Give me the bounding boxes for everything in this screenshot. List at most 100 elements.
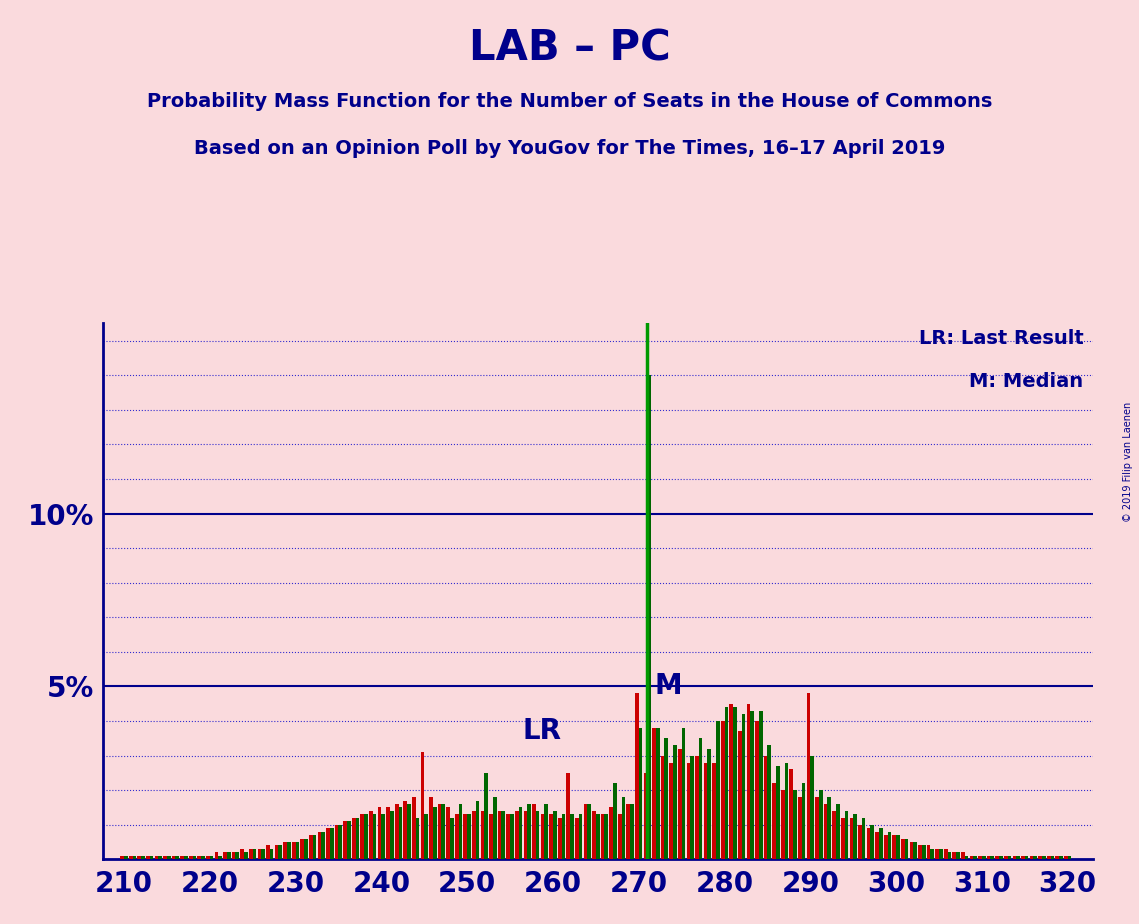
Bar: [913, 842, 917, 859]
Bar: [690, 756, 694, 859]
Bar: [798, 797, 802, 859]
Bar: [850, 818, 853, 859]
Bar: [515, 811, 518, 859]
Bar: [464, 814, 467, 859]
Bar: [295, 842, 300, 859]
Bar: [695, 756, 699, 859]
Bar: [939, 849, 943, 859]
Bar: [347, 821, 351, 859]
Bar: [257, 849, 261, 859]
Bar: [974, 856, 977, 859]
Bar: [904, 839, 909, 859]
Bar: [1067, 856, 1072, 859]
Bar: [901, 839, 904, 859]
Bar: [301, 839, 304, 859]
Bar: [918, 845, 921, 859]
Bar: [600, 814, 605, 859]
Bar: [588, 804, 591, 859]
Bar: [372, 814, 377, 859]
Bar: [729, 704, 734, 859]
Bar: [605, 814, 608, 859]
Bar: [827, 797, 831, 859]
Bar: [833, 811, 836, 859]
Bar: [575, 818, 579, 859]
Bar: [378, 808, 382, 859]
Bar: [467, 814, 470, 859]
Bar: [219, 856, 222, 859]
Bar: [927, 845, 931, 859]
Bar: [664, 738, 669, 859]
Bar: [253, 849, 256, 859]
Bar: [313, 835, 317, 859]
Bar: [617, 814, 622, 859]
Bar: [330, 828, 334, 859]
Bar: [661, 756, 664, 859]
Bar: [596, 814, 599, 859]
Bar: [707, 748, 711, 859]
Bar: [527, 804, 531, 859]
Bar: [399, 808, 402, 859]
Bar: [412, 797, 416, 859]
Bar: [622, 797, 625, 859]
Bar: [549, 814, 552, 859]
Bar: [244, 853, 248, 859]
Bar: [952, 853, 956, 859]
Bar: [544, 804, 548, 859]
Bar: [172, 856, 175, 859]
Bar: [681, 728, 686, 859]
Bar: [124, 856, 128, 859]
Bar: [948, 853, 951, 859]
Bar: [751, 711, 754, 859]
Bar: [893, 835, 896, 859]
Bar: [562, 814, 565, 859]
Bar: [712, 762, 716, 859]
Bar: [721, 721, 724, 859]
Bar: [806, 693, 810, 859]
Bar: [1008, 856, 1011, 859]
Bar: [420, 752, 424, 859]
Bar: [699, 738, 703, 859]
Bar: [583, 804, 588, 859]
Bar: [338, 825, 342, 859]
Bar: [704, 762, 707, 859]
Bar: [141, 856, 145, 859]
Bar: [386, 808, 390, 859]
Bar: [858, 825, 862, 859]
Bar: [450, 818, 453, 859]
Bar: [724, 707, 728, 859]
Bar: [335, 825, 338, 859]
Bar: [734, 707, 737, 859]
Bar: [403, 800, 407, 859]
Bar: [921, 845, 926, 859]
Bar: [552, 811, 557, 859]
Bar: [647, 375, 652, 859]
Bar: [1022, 856, 1025, 859]
Bar: [896, 835, 900, 859]
Bar: [304, 839, 308, 859]
Bar: [493, 797, 497, 859]
Bar: [214, 853, 219, 859]
Bar: [429, 797, 433, 859]
Bar: [501, 811, 505, 859]
Bar: [541, 814, 544, 859]
Bar: [278, 845, 282, 859]
Bar: [197, 856, 202, 859]
Bar: [321, 832, 325, 859]
Bar: [361, 814, 364, 859]
Bar: [484, 772, 487, 859]
Bar: [261, 849, 265, 859]
Bar: [206, 856, 210, 859]
Bar: [343, 821, 347, 859]
Bar: [232, 853, 236, 859]
Bar: [446, 808, 450, 859]
Text: © 2019 Filip van Laenen: © 2019 Filip van Laenen: [1123, 402, 1133, 522]
Bar: [532, 804, 535, 859]
Bar: [138, 856, 141, 859]
Bar: [210, 856, 213, 859]
Bar: [121, 856, 124, 859]
Bar: [566, 772, 571, 859]
Bar: [355, 818, 359, 859]
Bar: [163, 856, 166, 859]
Bar: [192, 856, 196, 859]
Bar: [772, 784, 776, 859]
